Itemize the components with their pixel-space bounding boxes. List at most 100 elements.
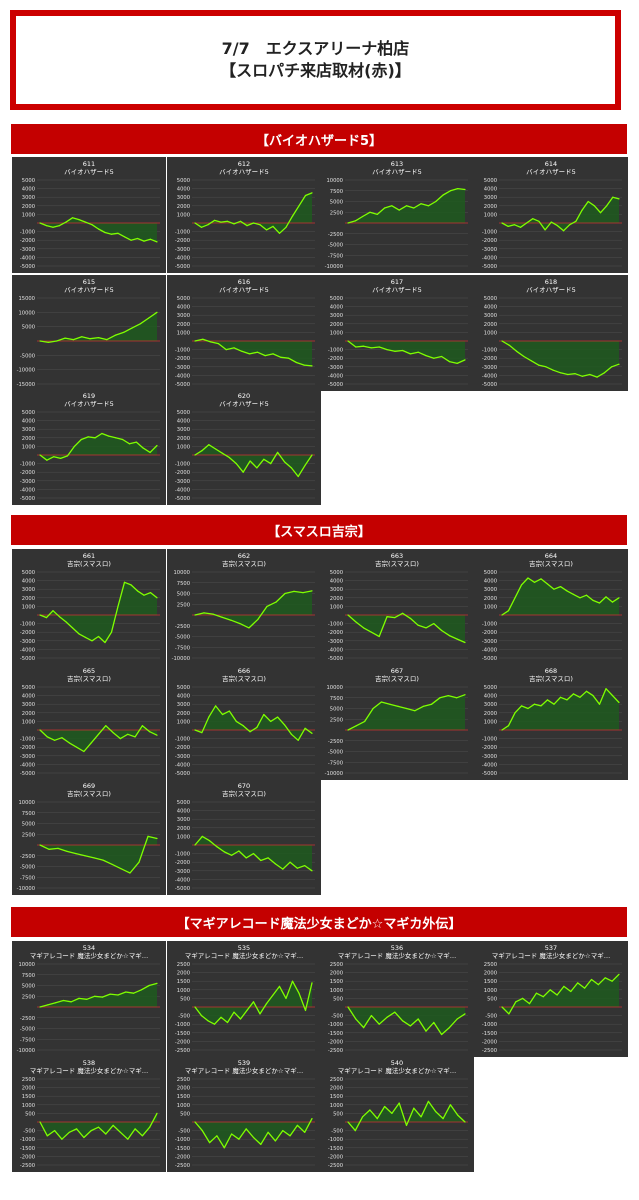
data-point [259, 224, 261, 226]
y-tick-label: 2500 [330, 962, 343, 968]
data-point [464, 1121, 466, 1123]
y-tick-label: 4000 [330, 579, 343, 585]
data-point [249, 353, 251, 355]
data-point [354, 1130, 356, 1132]
data-point [347, 729, 349, 731]
data-point [376, 1118, 378, 1120]
data-point [233, 347, 235, 349]
data-point [207, 224, 209, 226]
y-tick-label: 1500 [177, 979, 190, 985]
data-point [581, 375, 583, 377]
chart-number: 612 [238, 160, 250, 168]
series-line [347, 1006, 466, 1036]
data-point [553, 703, 555, 705]
y-tick-label: 7500 [330, 189, 343, 195]
data-point [290, 733, 292, 735]
y-tick-label: 1000 [330, 604, 343, 610]
data-point [274, 1140, 276, 1142]
data-point [221, 452, 224, 454]
data-point [263, 713, 265, 716]
data-point [149, 451, 151, 453]
y-tick-label: -2000 [20, 238, 35, 244]
y-tick-label: 1500 [484, 979, 497, 985]
chart-number: 661 [83, 552, 95, 560]
data-point [117, 605, 119, 607]
data-point [274, 863, 276, 865]
data-point [355, 1018, 357, 1020]
y-tick-label: -5000 [482, 656, 497, 662]
data-point [567, 373, 569, 376]
series-line [347, 612, 466, 644]
y-tick-label: -4000 [175, 373, 190, 379]
data-point [590, 978, 593, 981]
y-tick-label: -5000 [175, 382, 190, 388]
data-point [514, 712, 516, 714]
data-point [83, 750, 85, 753]
data-point [143, 240, 145, 242]
data-point [549, 989, 551, 991]
data-point [215, 448, 217, 450]
series-line [501, 973, 620, 1015]
y-tick-label: -5000 [20, 656, 35, 662]
data-point [556, 994, 558, 996]
data-point [129, 872, 131, 874]
y-tick-label: -3000 [20, 639, 35, 645]
data-point [522, 997, 524, 999]
y-tick-label: -5000 [20, 771, 35, 777]
data-point [448, 635, 450, 637]
y-tick-label: 5000 [22, 325, 35, 331]
y-tick-label: -4000 [328, 373, 343, 379]
data-point [62, 999, 64, 1002]
data-point [605, 688, 607, 690]
data-point [508, 344, 510, 346]
y-tick-label: 4000 [330, 305, 343, 311]
y-tick-label: 5000 [177, 410, 190, 416]
y-tick-label: -5000 [328, 656, 343, 662]
data-point [442, 1118, 444, 1120]
data-point [311, 454, 313, 456]
data-point [566, 699, 568, 701]
chart-machine-name: マギアレコード 魔法少女まどか☆マギ… [30, 951, 148, 960]
data-point [215, 705, 217, 707]
series-line [39, 432, 158, 461]
data-point [230, 619, 232, 621]
chart-number: 669 [83, 782, 95, 790]
series-line [194, 192, 313, 234]
data-point [277, 451, 279, 453]
data-point [256, 726, 258, 728]
data-point [553, 588, 555, 590]
chart-number: 670 [238, 782, 250, 790]
y-tick-label: -3000 [20, 754, 35, 760]
chart-panel-613: 613 バイオハザード5 10000 7500 5000 2500 -2500 -5000 -7… [320, 157, 474, 273]
data-point [302, 592, 304, 594]
chart-machine-name: バイオハザード5 [64, 168, 114, 176]
y-tick-label: 10000 [18, 800, 35, 806]
data-point [597, 984, 599, 986]
data-point [575, 220, 577, 222]
y-tick-label: -1500 [328, 1146, 343, 1152]
data-point [108, 435, 110, 437]
data-point [290, 467, 292, 469]
data-point [449, 1104, 451, 1106]
data-point [391, 1112, 393, 1114]
series-area [40, 582, 157, 643]
data-point [201, 732, 203, 734]
y-tick-label: -4000 [482, 255, 497, 261]
data-point [239, 623, 241, 625]
data-point [533, 703, 536, 705]
y-tick-label: -2000 [20, 745, 35, 751]
chart-panel-665: 665 吉宗(スマスロ) 5000 4000 3000 2000 1000 -1000 -200… [12, 664, 166, 780]
data-point [156, 241, 158, 243]
data-point [39, 340, 41, 342]
y-tick-label: -1000 [175, 852, 190, 858]
data-point [291, 980, 294, 982]
data-point [71, 217, 74, 219]
series-area [40, 433, 157, 461]
data-point [402, 349, 404, 352]
data-point [242, 471, 244, 473]
y-tick-label: 5000 [22, 570, 35, 576]
data-point [289, 861, 291, 863]
data-point [235, 463, 237, 465]
data-point [581, 209, 583, 211]
